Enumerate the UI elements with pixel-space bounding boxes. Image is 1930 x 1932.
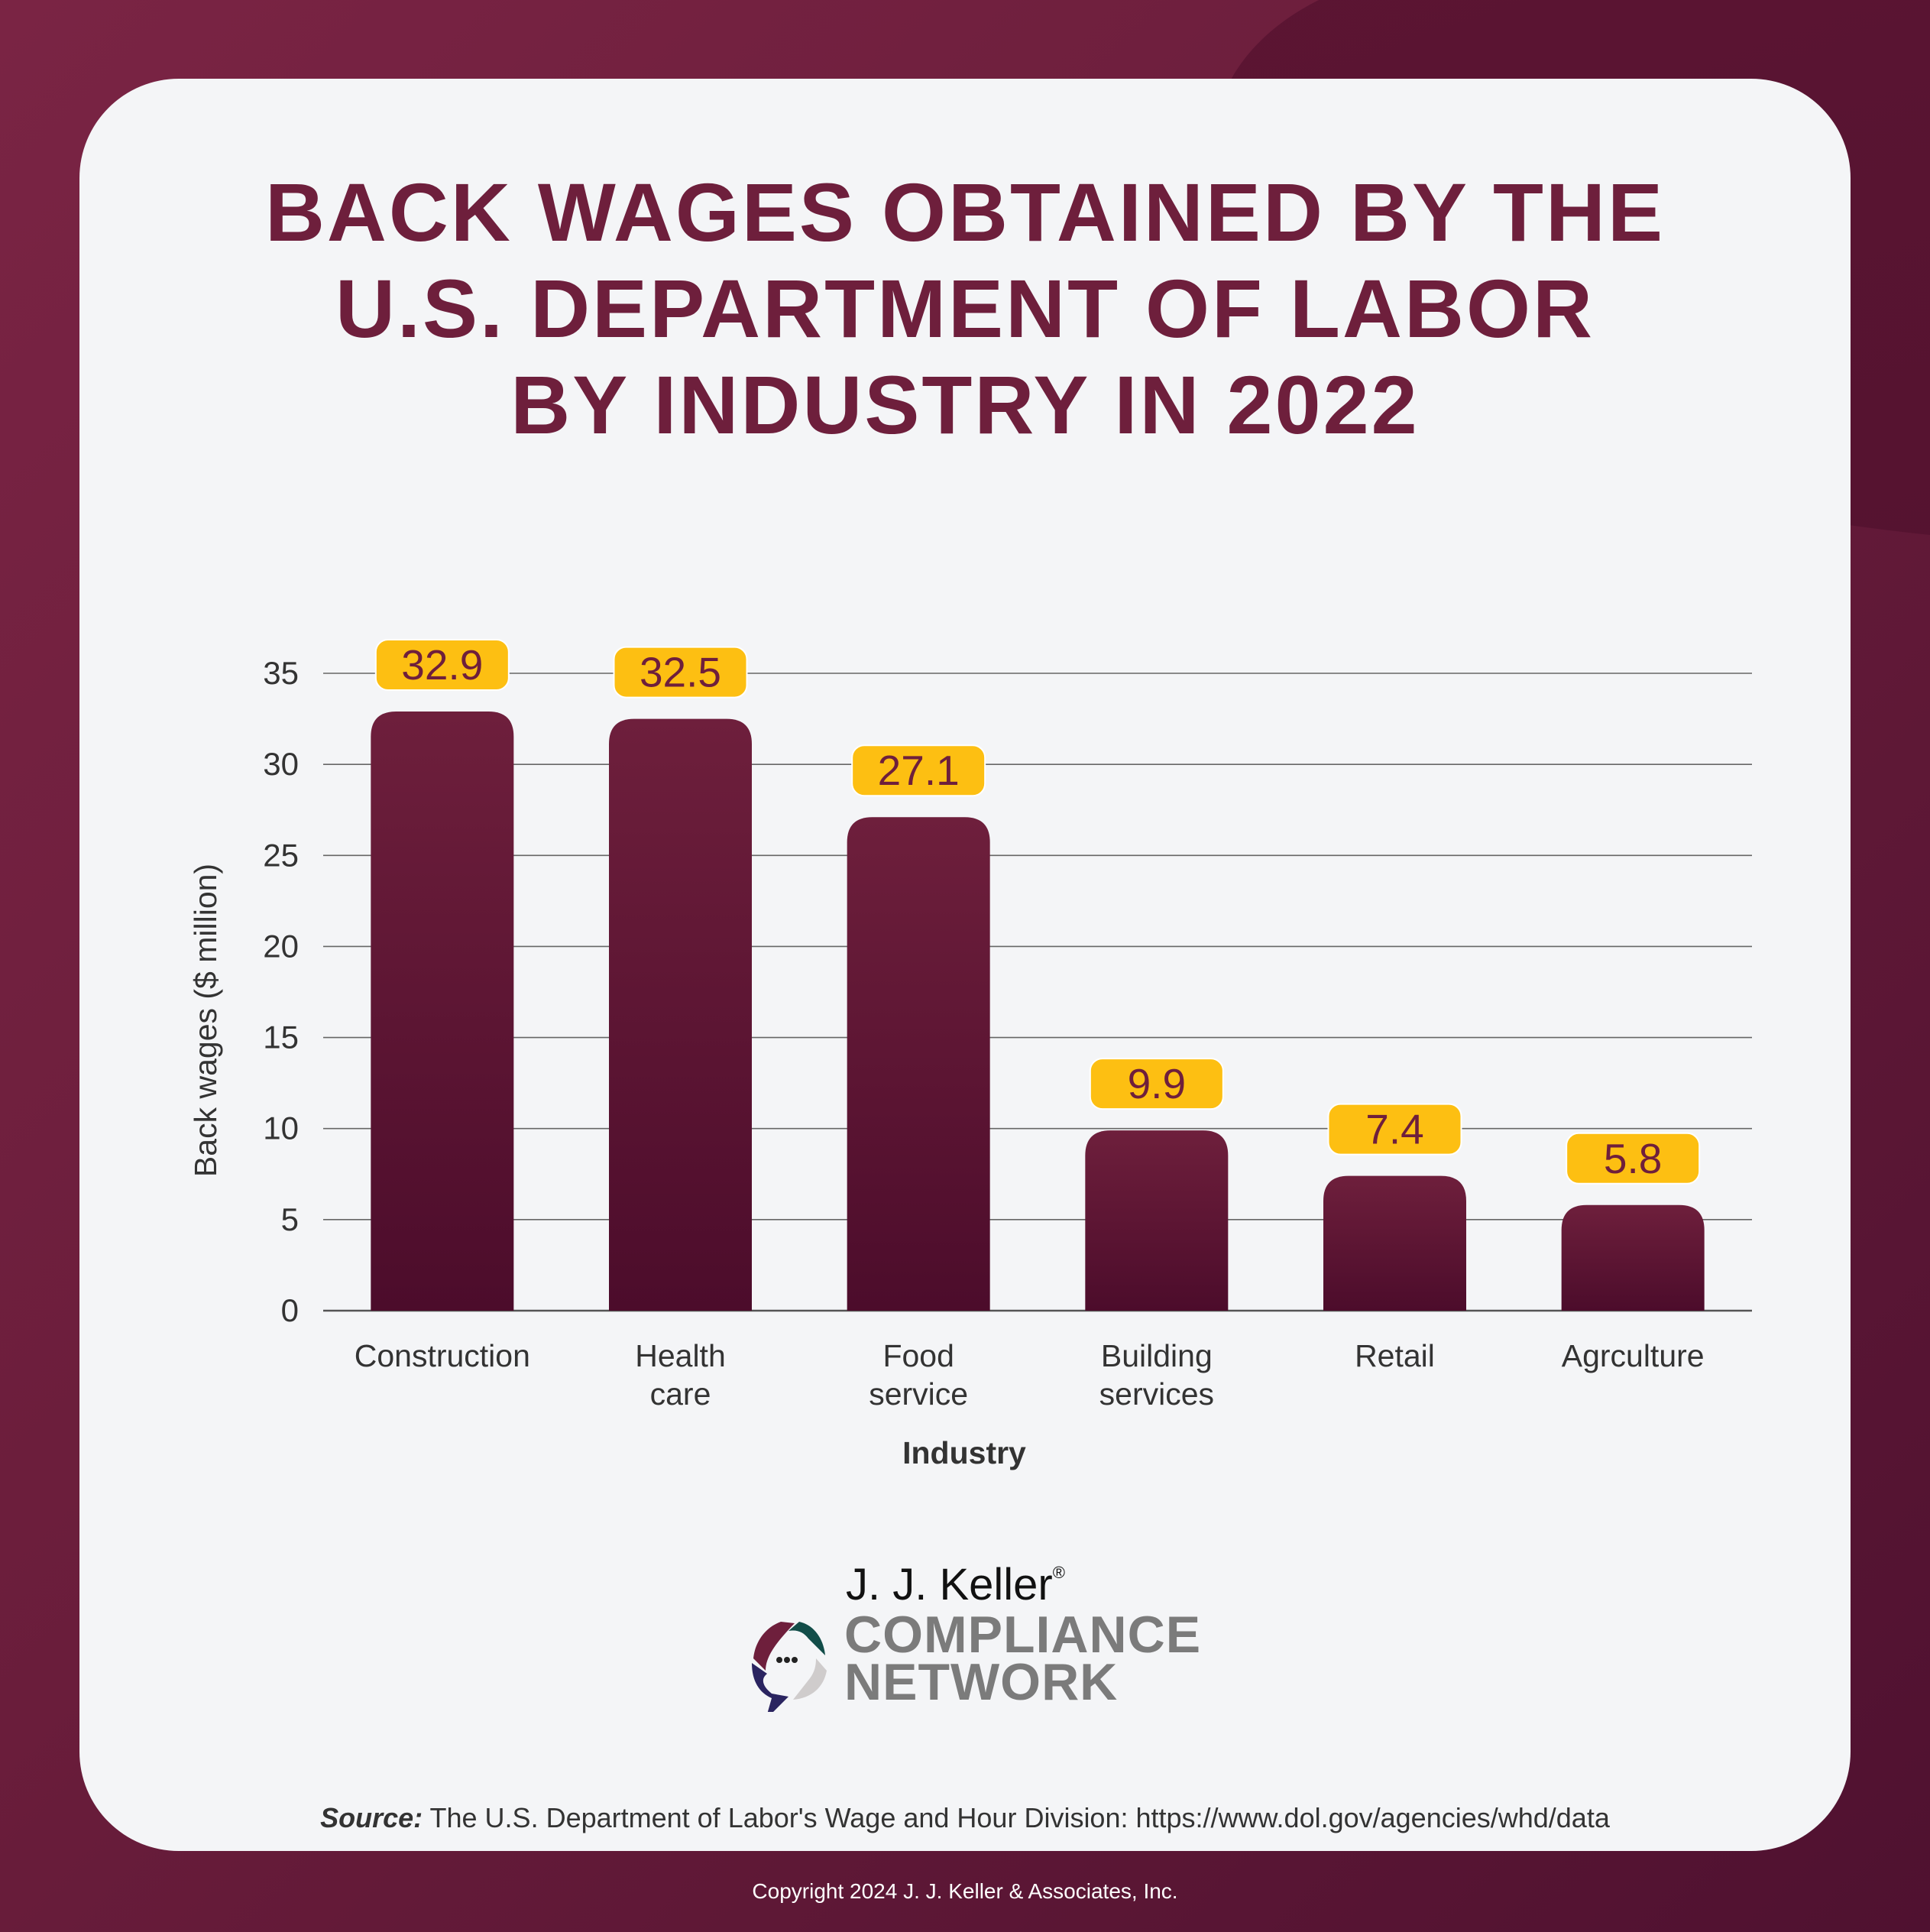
data-label-badge bbox=[374, 639, 510, 692]
y-axis-title: Back wages ($ million) bbox=[188, 864, 223, 1177]
data-label-badge bbox=[613, 646, 748, 699]
y-tick-label: 20 bbox=[263, 928, 299, 964]
bar bbox=[847, 817, 990, 1311]
y-tick-label: 0 bbox=[281, 1292, 299, 1328]
compliance-network-logo-icon bbox=[752, 1622, 827, 1712]
source-note: Source: The U.S. Department of Labor's W… bbox=[0, 1802, 1930, 1834]
y-tick-label: 35 bbox=[263, 655, 299, 691]
data-label: 32.9 bbox=[401, 641, 483, 689]
x-tick-label: Health bbox=[635, 1338, 726, 1373]
brand-text: J. J. Keller bbox=[846, 1560, 1053, 1609]
title-line: U.S. DEPARTMENT OF LABOR bbox=[335, 262, 1595, 355]
data-label: 7.4 bbox=[1365, 1106, 1423, 1153]
x-tick-label: Food bbox=[882, 1338, 954, 1373]
bar bbox=[1323, 1175, 1466, 1311]
registered-mark: ® bbox=[1052, 1563, 1065, 1582]
data-label-badge bbox=[1327, 1103, 1462, 1156]
y-tick-label: 30 bbox=[263, 746, 299, 782]
bar bbox=[1561, 1204, 1705, 1311]
bar bbox=[1085, 1130, 1229, 1311]
x-tick-label: care bbox=[650, 1376, 711, 1412]
brand-line-1: COMPLIANCE bbox=[844, 1606, 1202, 1664]
title-line: BACK WAGES OBTAINED BY THE bbox=[264, 166, 1666, 258]
title-line: BY INDUSTRY IN 2022 bbox=[510, 358, 1420, 451]
data-label-badge bbox=[1089, 1058, 1224, 1110]
x-tick-label: Construction bbox=[355, 1338, 530, 1373]
brand-line-2: NETWORK bbox=[844, 1653, 1119, 1711]
page-title: BACK WAGES OBTAINED BY THE U.S. DEPARTME… bbox=[79, 164, 1851, 453]
x-tick-label: Building bbox=[1101, 1338, 1213, 1373]
data-label: 32.5 bbox=[640, 649, 721, 696]
x-tick-label: services bbox=[1099, 1376, 1214, 1412]
bar bbox=[609, 718, 752, 1311]
data-label-badge bbox=[851, 744, 986, 797]
y-tick-label: 5 bbox=[281, 1201, 299, 1237]
x-axis-title: Industry bbox=[902, 1435, 1026, 1470]
data-label: 27.1 bbox=[878, 747, 960, 794]
brand-subtitle: COMPLIANCE NETWORK bbox=[844, 1606, 1202, 1711]
source-label: Source: bbox=[320, 1802, 423, 1833]
copyright: Copyright 2024 J. J. Keller & Associates… bbox=[752, 1879, 1178, 1903]
source-text: The U.S. Department of Labor's Wage and … bbox=[423, 1802, 1610, 1833]
y-tick-label: 25 bbox=[263, 837, 299, 873]
y-tick-label: 15 bbox=[263, 1019, 299, 1055]
x-tick-label: Agrculture bbox=[1562, 1338, 1705, 1373]
y-tick-label: 10 bbox=[263, 1110, 299, 1146]
bar bbox=[371, 712, 514, 1311]
data-label-badge bbox=[1566, 1132, 1701, 1185]
brand-name: J. J. Keller® bbox=[846, 1559, 1065, 1610]
x-tick-label: Retail bbox=[1355, 1338, 1435, 1373]
x-tick-label: service bbox=[869, 1376, 968, 1412]
data-label: 9.9 bbox=[1128, 1060, 1186, 1107]
data-label: 5.8 bbox=[1604, 1135, 1662, 1182]
